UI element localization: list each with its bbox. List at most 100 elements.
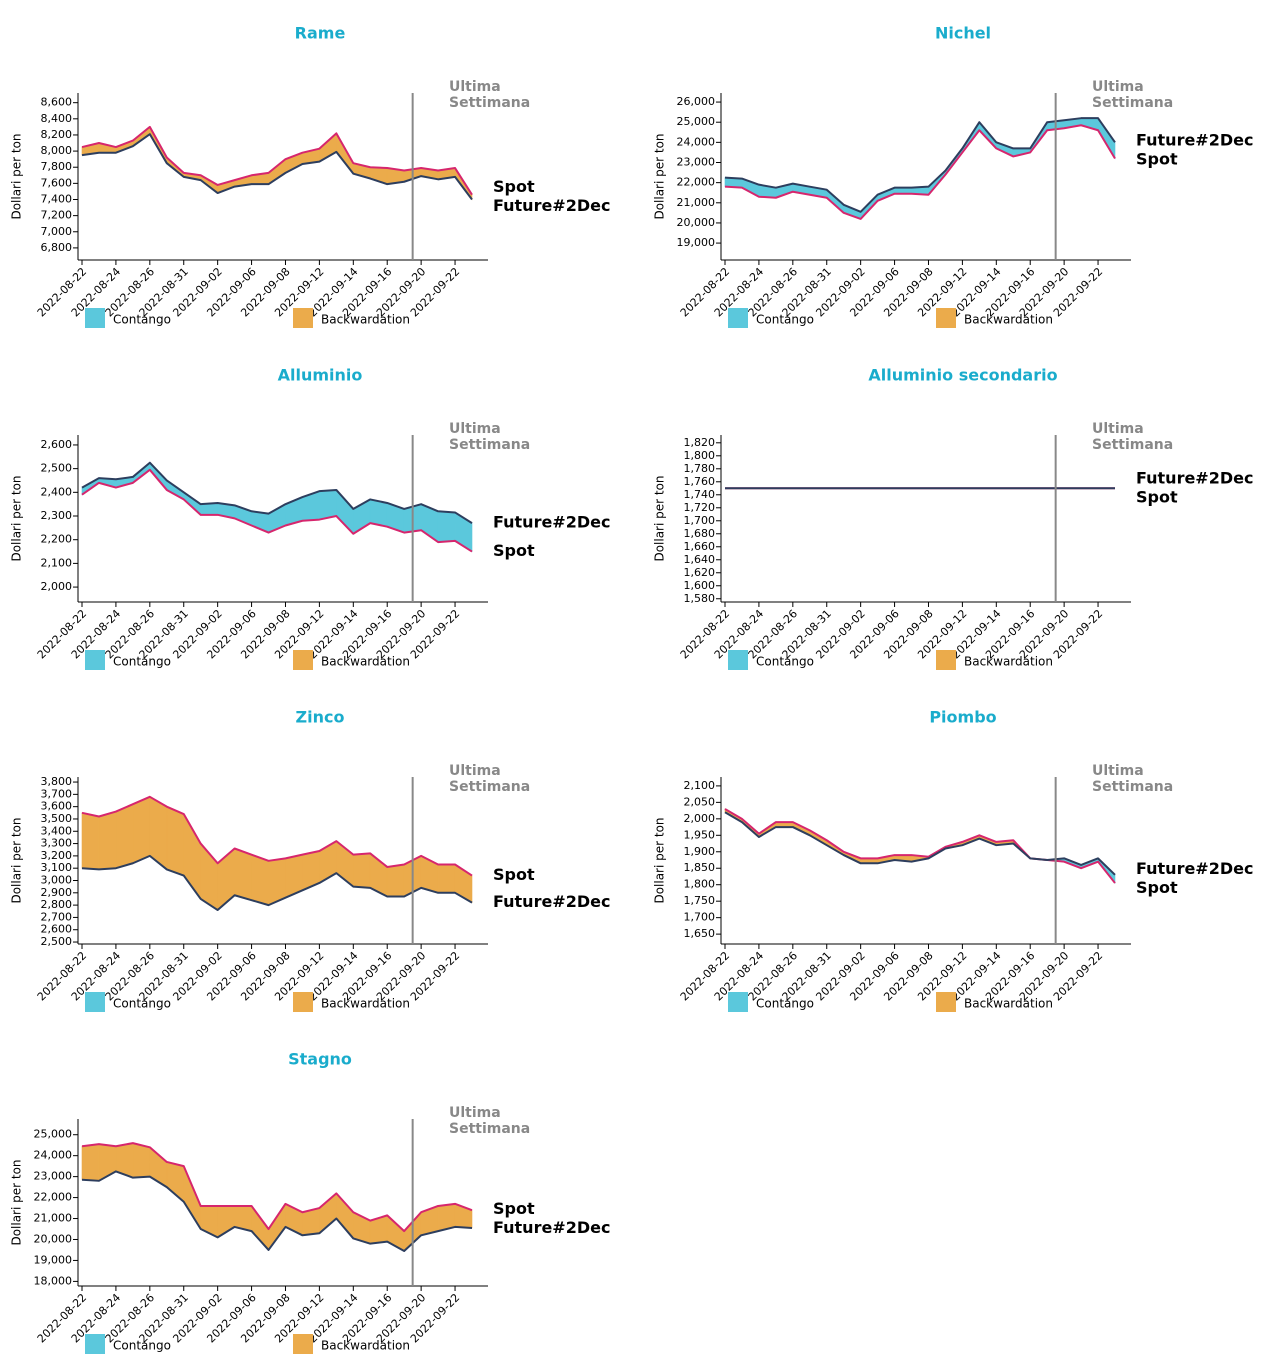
y-tick-label: 2,900 (41, 886, 73, 899)
annotation-line: Settimana (1092, 95, 1173, 111)
y-tick-label: 1,900 (684, 845, 716, 858)
spread-area (132, 796, 151, 864)
y-tick-label: 19,000 (677, 236, 716, 249)
series-line (81, 461, 473, 524)
y-tick-label: 7,400 (41, 192, 73, 205)
y-axis-label: Dollari per ton (10, 475, 24, 561)
y-tick-label: 7,800 (41, 160, 73, 173)
y-tick-label: 20,000 (677, 216, 716, 229)
series-label: Spot (1136, 487, 1178, 506)
spread-area (437, 864, 456, 894)
legend-label: Backwardation (964, 655, 1053, 669)
spread-area (81, 812, 100, 870)
series-line (81, 468, 473, 553)
y-tick-label: 2,000 (41, 580, 73, 593)
chart-title: Alluminio (278, 366, 363, 385)
y-tick-label: 25,000 (34, 1128, 73, 1141)
chart-panel: Alluminio secondario Dollari per ton 1,580… (653, 366, 1253, 670)
legend-label: Backwardation (321, 997, 410, 1011)
y-tick-label: 1,580 (684, 592, 716, 605)
y-tick-label: 22,000 (34, 1191, 73, 1204)
y-tick-label: 1,600 (684, 579, 716, 592)
series-label: Spot (493, 865, 535, 884)
series-label: Spot (493, 177, 535, 196)
spread-area (386, 864, 405, 897)
series-label: Future#2Dec (1136, 859, 1253, 878)
y-tick-label: 18,000 (34, 1274, 73, 1287)
legend-swatch (293, 650, 313, 670)
spread-area (132, 1142, 151, 1178)
legend-swatch (728, 650, 748, 670)
y-tick-label: 1,850 (684, 861, 716, 874)
y-tick-label: 2,200 (41, 533, 73, 546)
legend-label: Backwardation (321, 655, 410, 669)
legend-swatch (293, 992, 313, 1012)
y-axis-label: Dollari per ton (10, 1159, 24, 1245)
chart-title: Alluminio secondario (868, 366, 1057, 385)
spread-area (98, 811, 117, 870)
series-label: Future#2Dec (493, 892, 610, 911)
y-tick-label: 1,780 (684, 462, 716, 475)
annotation-line: Settimana (1092, 779, 1173, 795)
spread-area (166, 1161, 185, 1203)
chart-title: Nichel (935, 24, 991, 43)
spread-area (319, 840, 337, 884)
chart-panel: Zinco Dollari per ton 2,5002,6002,7002,800… (10, 708, 610, 1012)
legend-swatch (293, 308, 313, 328)
y-tick-label: 8,200 (41, 128, 73, 141)
legend-label: Contango (113, 1339, 171, 1353)
chart-panel: Piombo Dollari per ton 1,650 1,700 1,750 1,80… (653, 708, 1253, 1012)
y-tick-label: 25,000 (677, 115, 716, 128)
series-label: Spot (1136, 149, 1178, 168)
y-tick-label: 1,640 (684, 553, 716, 566)
legend-label: Backwardation (321, 313, 410, 327)
y-tick-label: 3,700 (41, 787, 73, 800)
series-line (81, 795, 473, 877)
series-line (724, 124, 1116, 220)
y-tick-label: 22,000 (677, 176, 716, 189)
y-tick-label: 1,740 (684, 488, 716, 501)
spread-area (336, 489, 354, 535)
y-tick-label: 2,050 (684, 795, 716, 808)
y-tick-label: 20,000 (34, 1232, 73, 1245)
series-label: Spot (493, 541, 535, 560)
legend-swatch (936, 650, 956, 670)
last-week-annotation: Ultima Settimana (1092, 79, 1173, 111)
last-week-annotation: Ultima Settimana (449, 1105, 530, 1137)
y-tick-label: 3,800 (41, 775, 73, 788)
chart-panel: Alluminio Dollari per ton 2,000 2,100 2,200 2… (10, 366, 610, 670)
y-tick-label: 1,760 (684, 475, 716, 488)
series-label: Future#2Dec (1136, 468, 1253, 487)
legend-label: Contango (113, 997, 171, 1011)
y-tick-label: 3,600 (41, 800, 73, 813)
annotation-line: Settimana (1092, 437, 1173, 453)
y-tick-label: 1,800 (684, 449, 716, 462)
spread-area (319, 489, 337, 520)
spread-area (319, 1192, 337, 1234)
annotation-line: Settimana (449, 95, 530, 111)
chart-title: Rame (295, 24, 346, 43)
y-tick-label: 1,700 (684, 911, 716, 924)
annotation-line: Settimana (449, 437, 530, 453)
chart-panel: Rame Dollari per ton 6,800 7,000 7,200 7,400 7… (10, 24, 610, 328)
y-axis-label: Dollari per ton (10, 817, 24, 903)
y-tick-label: 3,200 (41, 849, 73, 862)
spread-area (251, 854, 269, 906)
series-label: Future#2Dec (493, 513, 610, 532)
y-tick-label: 2,100 (41, 556, 73, 569)
legend-swatch (728, 992, 748, 1012)
y-tick-label: 23,000 (34, 1170, 73, 1183)
y-tick-label: 21,000 (34, 1212, 73, 1225)
y-tick-label: 1,650 (684, 927, 716, 940)
legend-swatch (85, 1334, 105, 1354)
spread-area (115, 803, 134, 869)
y-tick-label: 21,000 (677, 196, 716, 209)
legend-label: Contango (756, 997, 814, 1011)
legend-label: Contango (113, 313, 171, 327)
y-tick-label: 2,500 (41, 462, 73, 475)
y-tick-label: 7,600 (41, 176, 73, 189)
y-tick-label: 1,680 (684, 527, 716, 540)
series-line (81, 125, 473, 196)
spread-area (353, 853, 371, 889)
y-tick-label: 2,300 (41, 509, 73, 522)
